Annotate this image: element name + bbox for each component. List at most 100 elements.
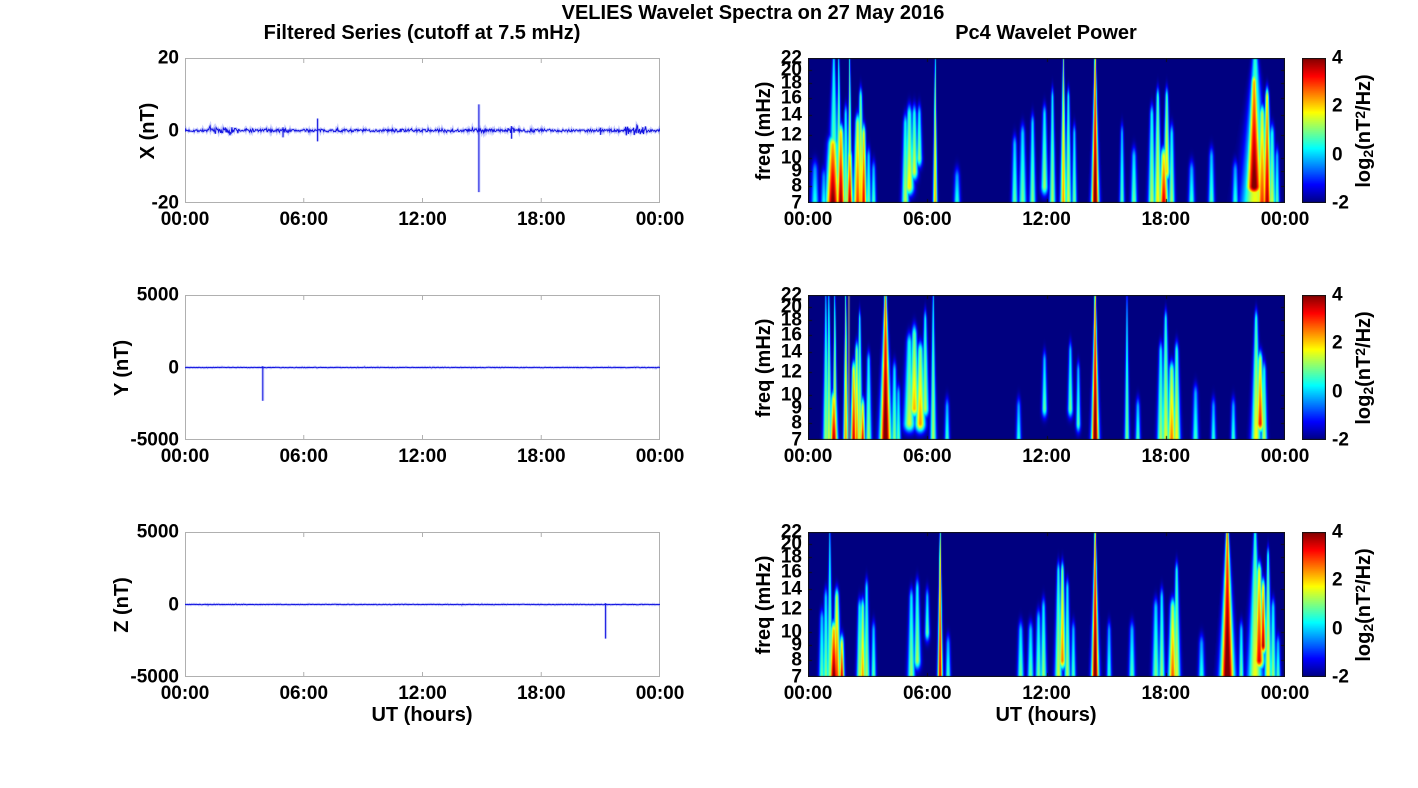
y-wavelet-freq-tick-label: 14	[780, 341, 802, 363]
x-series-y-tick-label: -20	[151, 192, 179, 214]
y-wavelet-y-axis-label: freq (mHz)	[753, 318, 775, 417]
z-wavelet-row2-time-tick-label: 18:00	[1141, 683, 1191, 704]
colorbar-row1	[1302, 295, 1326, 440]
y-series-row1-time-tick-label: 12:00	[398, 446, 447, 467]
colorbar-row2-tick-label: 2	[1332, 569, 1343, 591]
z-series-row2-time-tick-label: 00:00	[160, 683, 210, 704]
z-wavelet-freq-tick-label: 20	[780, 533, 802, 555]
z-series-y-axis-label: Z (nT)	[111, 576, 133, 633]
y-wavelet-freq-tick-label: 20	[780, 296, 802, 318]
colorbar-label-part: 2	[1351, 110, 1368, 119]
colorbar-row0-tick-label: 0	[1332, 144, 1343, 166]
x-wavelet-freq-tick-label: 12	[780, 124, 802, 146]
y-wavelet-freq-tick-label: 7	[791, 429, 802, 451]
y-wavelet-row1-time-tick-label: 12:00	[1022, 446, 1071, 467]
colorbar-label-part: 2	[1360, 386, 1377, 395]
colorbar-row2	[1302, 532, 1326, 677]
z-series-row2-time-tick-label: 18:00	[516, 683, 566, 704]
x-wavelet-row0-time-tick-label: 18:00	[1141, 209, 1191, 230]
colorbar-row0-tick-label: 4	[1332, 47, 1343, 69]
z-series-y-tick-label: 0	[168, 594, 179, 615]
z-wavelet-row2-time-tick-label: 00:00	[783, 683, 833, 704]
y-series-row1-time-tick-label: 06:00	[279, 446, 329, 467]
y-series-plot	[185, 295, 660, 440]
z-series-plot	[185, 532, 660, 677]
colorbar-label-part: /Hz)	[1353, 310, 1376, 348]
x-series-row0-time-tick-label: 00:00	[635, 209, 685, 230]
colorbar-label-part: /Hz)	[1353, 547, 1376, 585]
z-wavelet-freq-tick-label: 16	[780, 561, 802, 583]
x-wavelet-row0-time-tick-label: 00:00	[783, 209, 833, 230]
colorbar-label-part: 2	[1351, 584, 1368, 593]
x-wavelet-freq-tick-label: 8	[791, 175, 802, 197]
colorbar-row1-tick-label: -2	[1332, 429, 1349, 451]
y-wavelet-row1-time-tick-label: 00:00	[783, 446, 833, 467]
colorbar-label-part: log	[1353, 157, 1376, 188]
colorbar-row2-label: log2(nT2/Hz)	[1351, 547, 1377, 662]
x-series-row0-time-tick-label: 00:00	[160, 209, 210, 230]
y-series-y-axis-label: Y (nT)	[111, 339, 133, 396]
y-wavelet-freq-tick-label: 18	[780, 309, 802, 331]
z-wavelet-freq-tick-label: 12	[780, 598, 802, 620]
x-series-row0-time-tick-label: 18:00	[516, 209, 566, 230]
colorbar-row2-tick-label: 4	[1332, 521, 1343, 543]
z-wavelet-freq-tick-label: 18	[780, 546, 802, 568]
z-wavelet-freq-tick-label: 14	[780, 578, 802, 600]
y-wavelet-freq-tick-label: 22	[780, 284, 802, 306]
x-wavelet-heatmap	[808, 58, 1285, 203]
x-series-row0-time-tick-label: 12:00	[398, 209, 447, 230]
y-series-y-tick-label: -5000	[130, 429, 179, 451]
z-series-y-tick-label: -5000	[130, 666, 179, 688]
colorbar-row1-label: log2(nT2/Hz)	[1352, 310, 1377, 425]
x-series-y-tick-label: 0	[168, 120, 179, 141]
y-wavelet-heatmap	[808, 295, 1285, 440]
z-wavelet-freq-tick-label: 8	[791, 649, 802, 671]
left-column-title: Filtered Series (cutoff at 7.5 mHz)	[263, 22, 581, 44]
x-series-plot	[185, 58, 660, 203]
y-wavelet-freq-tick-label: 12	[780, 361, 802, 383]
colorbar-label-part: 2	[1360, 623, 1377, 632]
y-series-y-tick-label: 0	[168, 357, 179, 378]
x-wavelet-freq-tick-label: 20	[780, 59, 802, 81]
z-wavelet-freq-tick-label: 7	[791, 666, 802, 688]
colorbar-label-part: 2	[1360, 149, 1377, 158]
right-x-axis-label: UT (hours)	[995, 704, 1097, 726]
colorbar-row2-tick-label: -2	[1332, 666, 1349, 688]
z-wavelet-row2-time-tick-label: 06:00	[902, 683, 952, 704]
y-series-row1-time-tick-label: 18:00	[516, 446, 566, 467]
y-wavelet-freq-tick-label: 9	[791, 397, 802, 419]
x-wavelet-freq-tick-label: 18	[780, 72, 802, 94]
z-wavelet-freq-tick-label: 10	[780, 621, 802, 643]
x-series-y-tick-label: 20	[157, 47, 179, 69]
colorbar-label-part: log	[1353, 394, 1376, 425]
x-wavelet-freq-tick-label: 22	[780, 47, 802, 69]
z-wavelet-row2-time-tick-label: 12:00	[1022, 683, 1071, 704]
y-wavelet-row1-time-tick-label: 06:00	[902, 446, 952, 467]
y-wavelet-freq-tick-label: 10	[780, 384, 802, 406]
colorbar-row1-tick-label: 4	[1332, 284, 1343, 306]
x-wavelet-freq-tick-label: 16	[780, 87, 802, 109]
colorbar-row1-tick-label: 0	[1332, 381, 1343, 403]
colorbar-label-part: log	[1353, 631, 1376, 662]
figure-title: VELIES Wavelet Spectra on 27 May 2016	[561, 2, 945, 24]
x-wavelet-row0-time-tick-label: 12:00	[1022, 209, 1071, 230]
colorbar-label-part: /Hz)	[1353, 73, 1376, 111]
left-x-axis-label: UT (hours)	[371, 704, 473, 726]
x-wavelet-freq-tick-label: 9	[791, 160, 802, 182]
y-wavelet-freq-tick-label: 8	[791, 412, 802, 434]
colorbar-row0-label: log2(nT2/Hz)	[1351, 73, 1377, 188]
colorbar-row1-tick-label: 2	[1332, 332, 1343, 354]
z-series-row2-time-tick-label: 12:00	[398, 683, 447, 704]
z-series-y-tick-label: 5000	[136, 521, 179, 543]
y-series-row1-time-tick-label: 00:00	[160, 446, 210, 467]
colorbar-row0-tick-label: -2	[1332, 192, 1349, 214]
x-wavelet-freq-tick-label: 7	[791, 192, 802, 214]
y-series-row1-time-tick-label: 00:00	[635, 446, 685, 467]
y-wavelet-freq-tick-label: 16	[780, 324, 802, 346]
colorbar-row0	[1302, 58, 1326, 203]
colorbar-label-part: (nT	[1353, 592, 1376, 624]
z-wavelet-freq-tick-label: 22	[780, 521, 802, 543]
x-series-row0-time-tick-label: 06:00	[279, 209, 329, 230]
y-wavelet-row1-time-tick-label: 18:00	[1141, 446, 1191, 467]
